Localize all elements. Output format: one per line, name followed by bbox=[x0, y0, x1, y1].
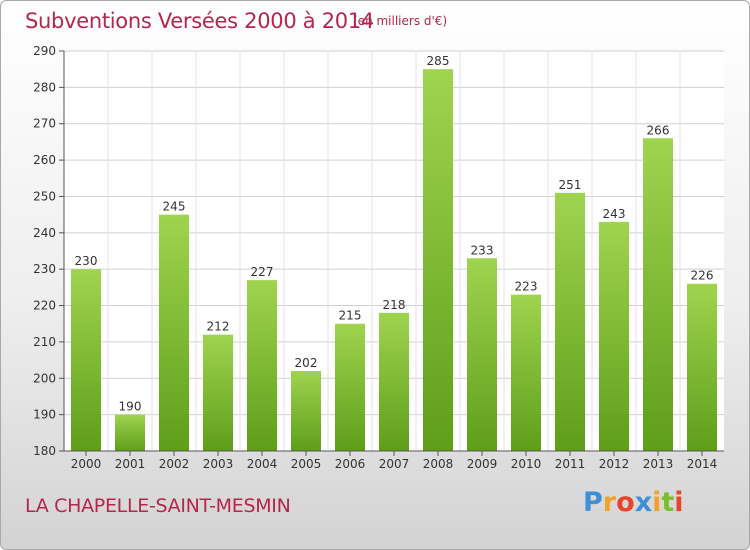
bar-2005 bbox=[291, 371, 321, 451]
bar-2001 bbox=[115, 414, 145, 451]
bar-2010 bbox=[511, 294, 541, 451]
bar-2014 bbox=[687, 283, 717, 451]
x-tick-label: 2003 bbox=[203, 457, 234, 471]
data-label: 245 bbox=[163, 200, 186, 214]
x-tick-label: 2012 bbox=[599, 457, 630, 471]
y-tick-label: 240 bbox=[33, 226, 56, 240]
x-tick-label: 2004 bbox=[247, 457, 278, 471]
y-tick-label: 210 bbox=[33, 335, 56, 349]
data-label: 218 bbox=[383, 298, 406, 312]
data-label: 202 bbox=[295, 356, 318, 370]
x-tick-label: 2013 bbox=[643, 457, 674, 471]
y-tick-label: 200 bbox=[33, 371, 56, 385]
data-label: 223 bbox=[515, 280, 538, 294]
y-tick-label: 180 bbox=[33, 444, 56, 458]
x-tick-label: 2002 bbox=[159, 457, 190, 471]
y-tick-label: 280 bbox=[33, 80, 56, 94]
data-label: 190 bbox=[119, 400, 142, 414]
data-label: 251 bbox=[559, 178, 582, 192]
bar-2009 bbox=[467, 258, 497, 451]
y-tick-label: 230 bbox=[33, 262, 56, 276]
y-tick-label: 190 bbox=[33, 408, 56, 422]
bar-2004 bbox=[247, 280, 277, 451]
chart-title: Subventions Versées 2000 à 2014 bbox=[25, 9, 374, 33]
bar-2013 bbox=[643, 138, 673, 452]
data-label: 212 bbox=[207, 320, 230, 334]
bar-2002 bbox=[159, 214, 189, 451]
y-tick-label: 260 bbox=[33, 153, 56, 167]
x-tick-label: 2014 bbox=[687, 457, 718, 471]
data-label: 226 bbox=[691, 269, 714, 283]
axes: 180 190 200 210 220 230 240 250 260 270 280 290 2000… bbox=[33, 44, 724, 471]
x-tick-label: 2010 bbox=[511, 457, 542, 471]
bar-2007 bbox=[379, 312, 409, 451]
x-tick-label: 2009 bbox=[467, 457, 498, 471]
bar-2000 bbox=[71, 269, 101, 451]
bar-2011 bbox=[555, 192, 585, 451]
y-tick-label: 270 bbox=[33, 117, 56, 131]
data-label: 215 bbox=[339, 309, 362, 323]
data-label: 266 bbox=[647, 123, 670, 137]
x-tick-label: 2007 bbox=[379, 457, 410, 471]
data-label: 230 bbox=[75, 254, 98, 268]
proxiti-logo: Proxiti bbox=[583, 487, 684, 518]
y-tick-label: 290 bbox=[33, 44, 56, 58]
bars: 230 190 245 212 227 202 215 218 285 233 223 251 243 2… bbox=[71, 54, 717, 452]
data-label: 243 bbox=[603, 207, 626, 221]
bar-2008 bbox=[423, 69, 453, 451]
chart-unit: (en milliers d'€) bbox=[353, 14, 448, 28]
data-label: 233 bbox=[471, 243, 494, 257]
y-tick-label: 250 bbox=[33, 189, 56, 203]
data-label: 227 bbox=[251, 265, 274, 279]
bar-2006 bbox=[335, 323, 365, 451]
bar-2012 bbox=[599, 221, 629, 451]
x-tick-label: 2005 bbox=[291, 457, 322, 471]
y-tick-label: 220 bbox=[33, 299, 56, 313]
place-name: LA CHAPELLE-SAINT-MESMIN bbox=[25, 495, 291, 517]
data-label: 285 bbox=[427, 54, 450, 68]
x-tick-label: 2011 bbox=[555, 457, 586, 471]
x-tick-label: 2001 bbox=[115, 457, 146, 471]
x-tick-label: 2008 bbox=[423, 457, 454, 471]
x-tick-label: 2006 bbox=[335, 457, 366, 471]
bar-2003 bbox=[203, 334, 233, 451]
x-tick-label: 2000 bbox=[71, 457, 102, 471]
